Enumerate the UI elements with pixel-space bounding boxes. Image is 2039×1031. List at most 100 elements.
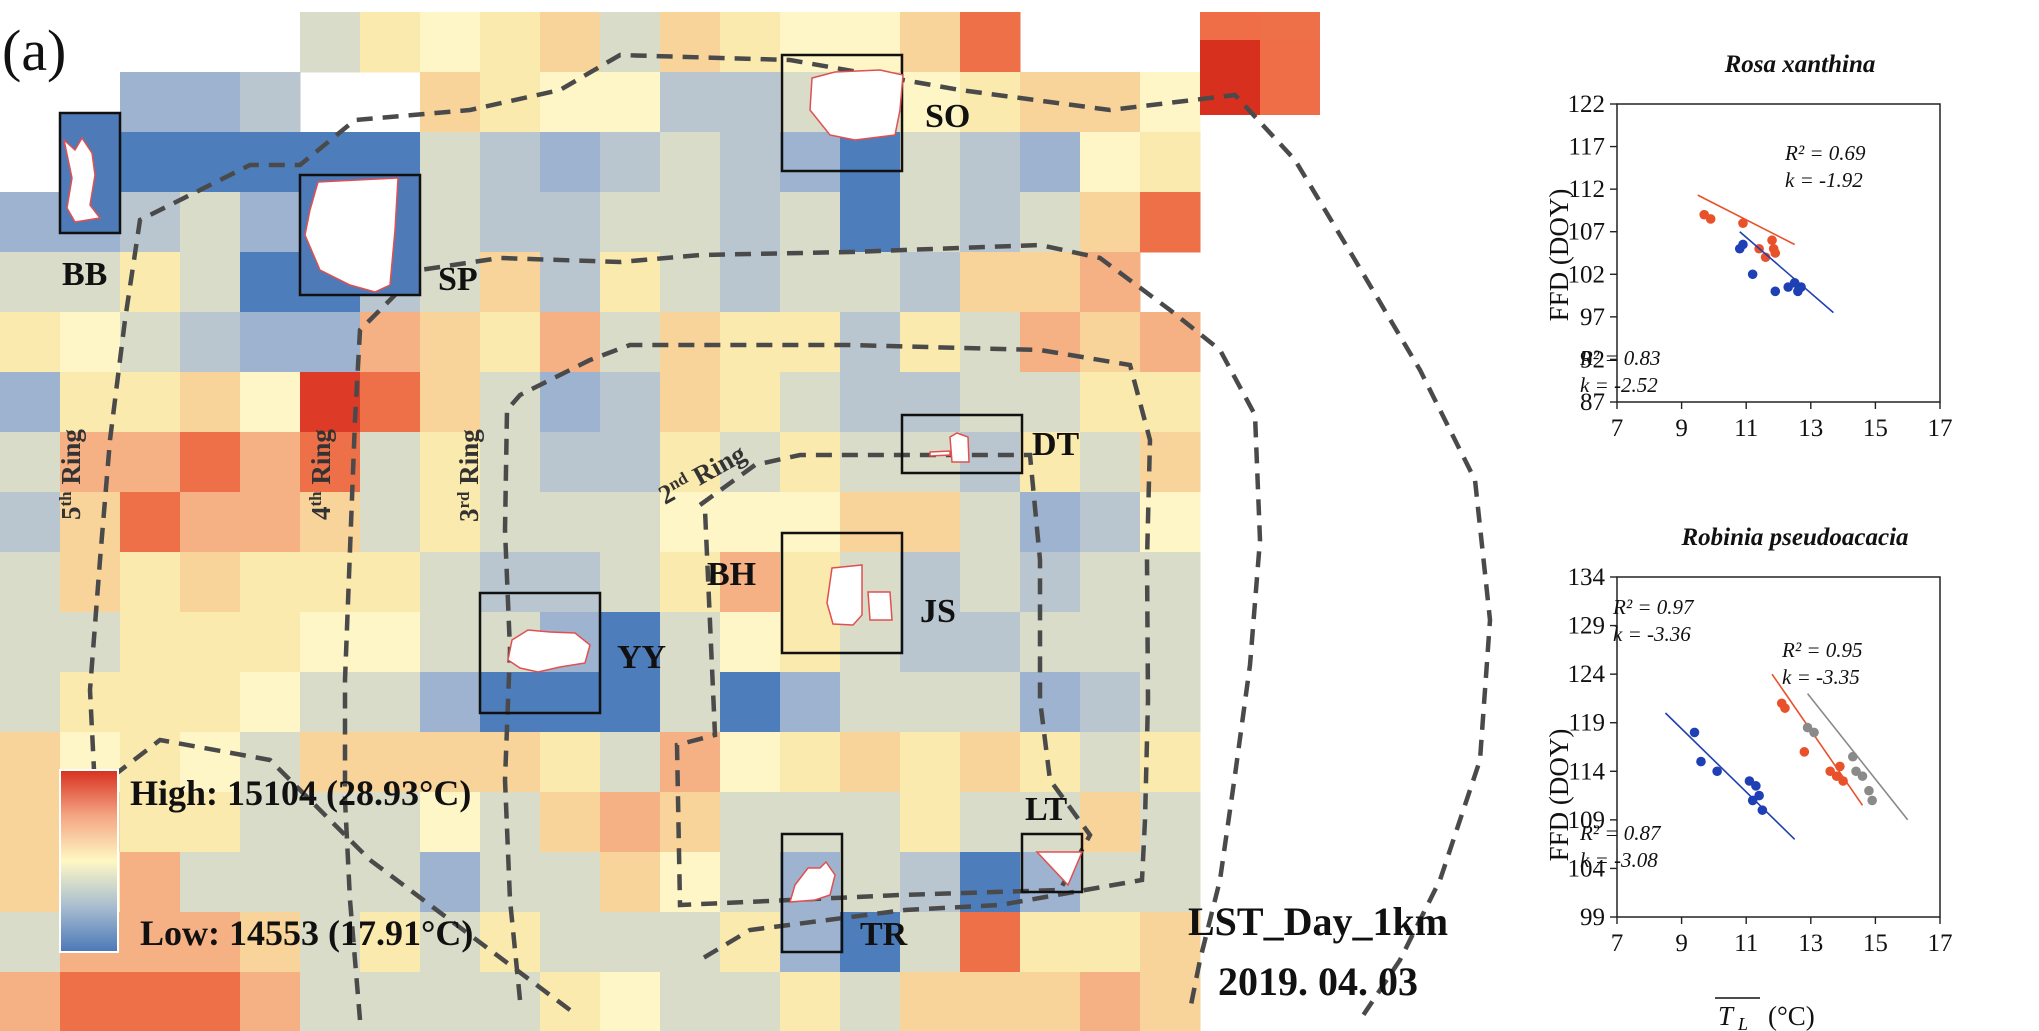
site-dt: DT [900,413,1080,475]
lst-cell [660,312,721,373]
lst-cell [60,252,121,313]
ring-roads [87,52,1493,1022]
lst-cell [1020,372,1081,433]
site-label-dt: DT [1032,426,1080,463]
lst-cell [660,792,721,853]
lst-cell [0,912,61,973]
lst-cell [240,672,301,733]
lst-cell [960,792,1021,853]
lst-cell [120,612,181,673]
x-tick-label: 11 [1734,930,1758,957]
lst-cell [480,312,541,373]
study-sites: BB SP SO DT BH JS YY [58,53,1084,954]
lst-cell [420,792,481,853]
lst-cell [900,312,961,373]
lst-cell [840,852,901,913]
lst-cell [480,732,541,793]
lst-cell [1200,40,1260,115]
lst-cell [1200,12,1260,42]
lst-cell [360,732,421,793]
lst-cell [1080,552,1141,613]
ring-road-4th [342,242,1263,1021]
lst-cell [480,792,541,853]
lst-cell [960,972,1021,1031]
lst-cell [360,552,421,613]
slope-label: k = -2.52 [1580,373,1658,397]
lst-cell [540,972,601,1031]
lst-cell [420,192,481,253]
lst-cell [1020,192,1081,253]
lst-cell [360,492,421,553]
lst-cell [960,192,1021,253]
lst-raster-grid [0,12,1320,1031]
lst-cell [120,72,181,133]
lst-cell [960,132,1021,193]
lst-cell [1080,732,1141,793]
lst-cell [1020,132,1081,193]
lst-cell [840,912,901,973]
lst-cell [720,252,781,313]
lst-cell [300,732,361,793]
data-point [1847,751,1858,762]
x-tick-label: 15 [1863,415,1888,442]
lst-cell [1020,912,1081,973]
site-label-so: SO [925,98,970,135]
lst-cell [0,612,61,673]
lst-cell [420,852,481,913]
lst-cell [960,912,1021,973]
lst-cell [1140,732,1201,793]
svg-text:(°C): (°C) [1768,1001,1815,1031]
lst-cell [900,852,961,913]
lst-cell [540,372,601,433]
lst-cell [540,552,601,613]
lst-cell [540,672,601,733]
lst-cell [1140,312,1201,373]
lst-cell [720,12,781,73]
data-point [1696,756,1706,767]
x-tick-label: 17 [1928,930,1953,957]
lst-cell [900,492,961,553]
y-tick-label: 124 [1568,661,1606,688]
slope-label: k = -1.92 [1785,168,1863,192]
lst-cell [780,612,841,673]
lst-cell [240,732,301,793]
lst-cell [0,852,61,913]
lst-cell [480,972,541,1031]
lst-cell [840,372,901,433]
ring-label-3rd: 3rd Ring [454,429,484,522]
lst-cell [480,252,541,313]
lst-cell [360,12,421,73]
lst-cell [600,132,661,193]
lst-cell [120,492,181,553]
lst-cell [540,852,601,913]
lst-cell [600,972,661,1031]
lst-cell [120,372,181,433]
lst-cell [480,132,541,193]
data-point [1754,790,1764,801]
lst-cell [240,552,301,613]
plot-area: 99 104 109 114 119 124 129 134 7 9 11 13 15 17 R² = 0.… [1568,564,1953,957]
y-tick-label: 117 [1568,134,1605,161]
r-squared-label: R² = 0.83 [1579,346,1661,370]
lst-cell [780,372,841,433]
lst-cell [960,372,1021,433]
site-label-sp: SP [438,261,478,298]
data-point [1689,727,1700,738]
fit-line [1739,231,1834,314]
data-point [1738,218,1748,228]
lst-cell [1020,492,1081,553]
data-point [1835,761,1845,772]
data-point [1738,239,1748,250]
lst-cell [120,792,181,853]
lst-cell [180,372,241,433]
lst-cell [0,792,61,853]
lst-cell [240,72,301,133]
lst-cell [660,192,721,253]
lst-cell [180,972,241,1031]
lst-cell [1080,372,1141,433]
site-sp: SP [298,173,478,298]
lst-cell [900,552,961,613]
data-point [1747,269,1758,280]
lst-cell [1080,792,1141,853]
lst-cell [180,312,241,373]
